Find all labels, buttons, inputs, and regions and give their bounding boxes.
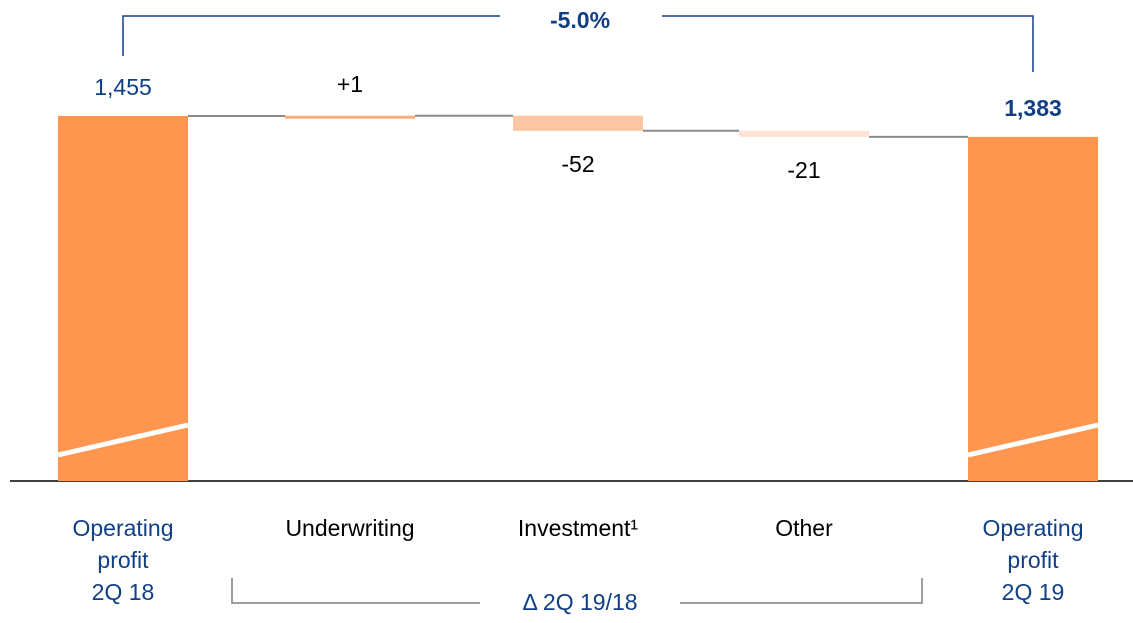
change-bracket (122, 15, 500, 56)
category-label: Other (775, 515, 833, 541)
value-label: 1,455 (94, 74, 152, 100)
category-label: Underwriting (285, 515, 414, 541)
category-label: profit (1007, 547, 1059, 573)
value-label: +1 (337, 71, 363, 97)
category-label: Operating (982, 515, 1083, 541)
delta-bracket (680, 578, 923, 604)
value-label: -21 (787, 157, 820, 183)
delta-bar (513, 115, 643, 131)
delta-label: Δ 2Q 19/18 (522, 589, 637, 615)
category-label: Operating (72, 515, 173, 541)
axis-break (967, 422, 1099, 458)
delta-bracket (231, 578, 480, 604)
category-label: Investment¹ (518, 515, 638, 541)
category-label: profit (97, 547, 149, 573)
total-bar (58, 116, 188, 481)
total-bar (968, 136, 1098, 481)
delta-bar (285, 115, 415, 119)
delta-bar (739, 130, 869, 137)
axis-break (57, 422, 189, 458)
value-label: 1,383 (1004, 95, 1062, 121)
value-label: -52 (561, 151, 594, 177)
change-bracket (662, 15, 1034, 72)
change-label: -5.0% (550, 7, 610, 33)
category-label: 2Q 18 (92, 579, 155, 605)
category-label: 2Q 19 (1002, 579, 1065, 605)
